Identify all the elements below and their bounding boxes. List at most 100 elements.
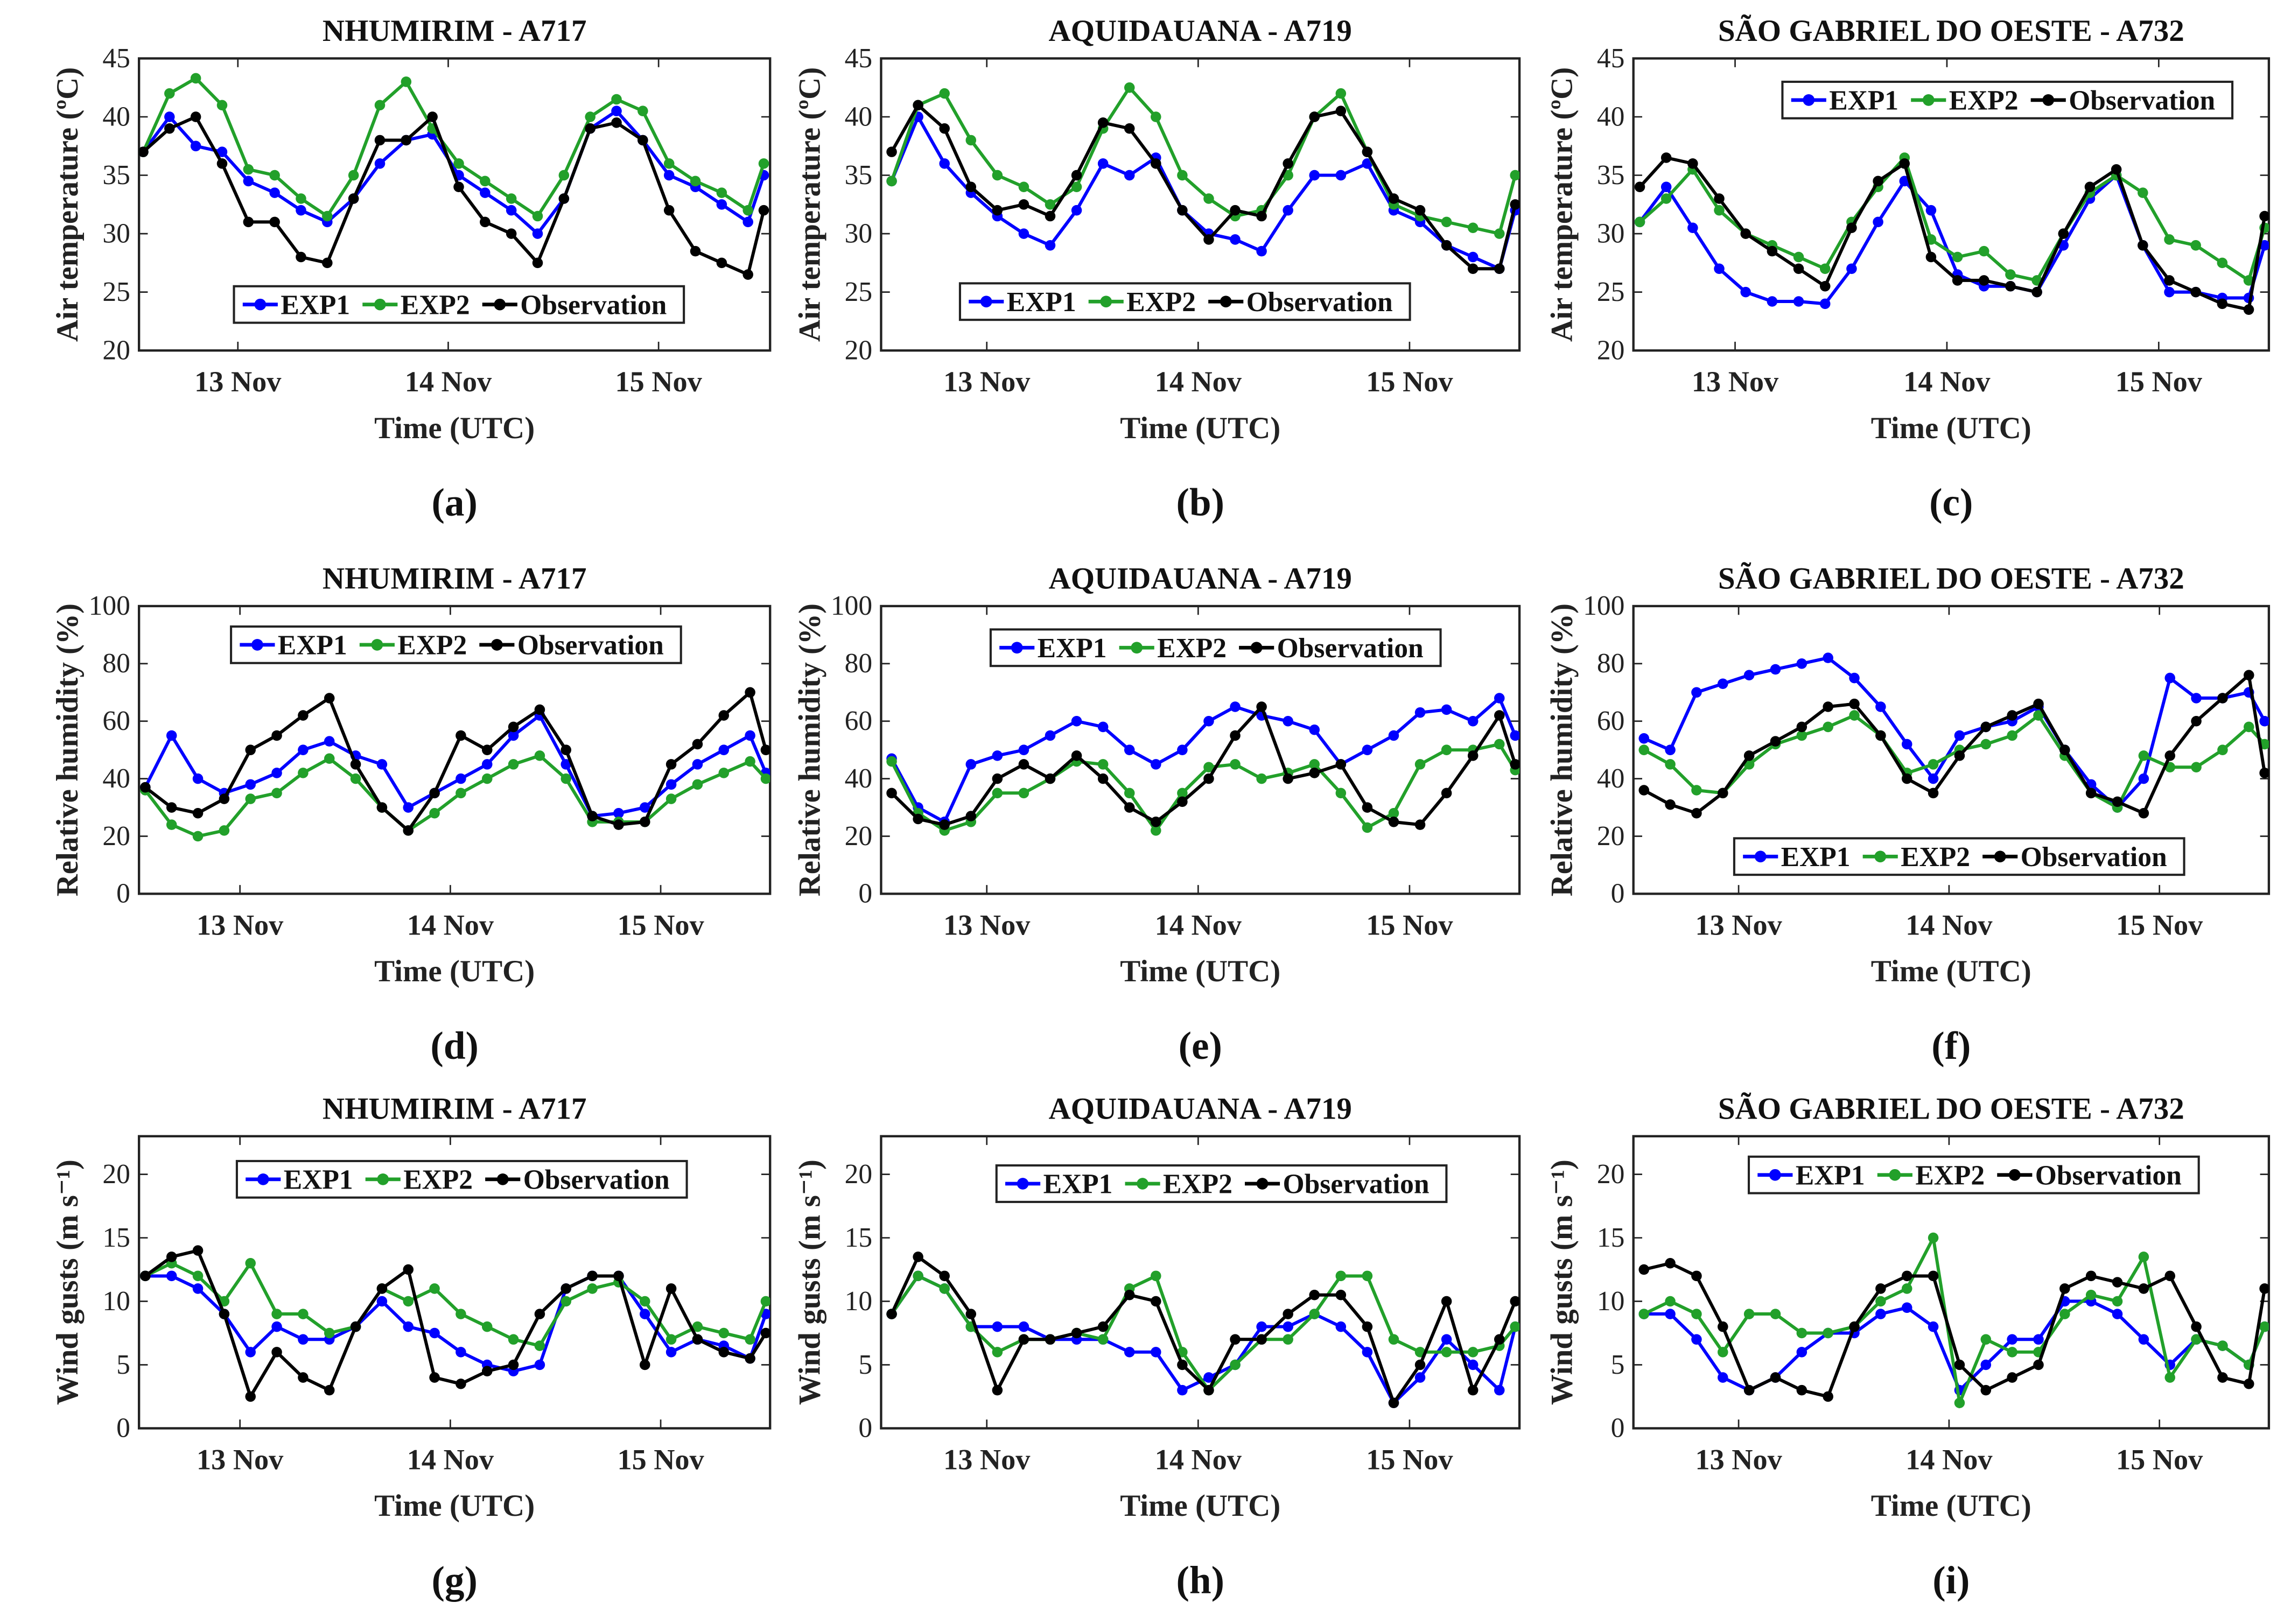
data-point-exp2 bbox=[534, 1340, 545, 1351]
data-point-observation bbox=[480, 216, 491, 228]
data-point-exp1 bbox=[1743, 670, 1755, 680]
data-point-exp2 bbox=[192, 1270, 204, 1282]
data-point-exp1 bbox=[1018, 228, 1029, 239]
data-point-observation bbox=[663, 205, 675, 216]
data-point-exp1 bbox=[1203, 715, 1214, 727]
data-point-observation bbox=[166, 802, 177, 813]
data-point-exp1 bbox=[1665, 744, 1676, 755]
x-axis-label: Time (UTC) bbox=[374, 1489, 535, 1523]
legend: EXP1 EXP2 Observation bbox=[989, 628, 1442, 667]
data-point-exp1 bbox=[2164, 286, 2175, 298]
panel-label: (i) bbox=[1932, 1558, 1970, 1602]
data-point-exp2 bbox=[1638, 1309, 1649, 1319]
data-point-observation bbox=[243, 216, 254, 228]
y-tick-label: 80 bbox=[102, 648, 130, 679]
data-point-exp2 bbox=[1441, 1347, 1452, 1358]
panel-label: (a) bbox=[431, 481, 477, 524]
data-point-exp1 bbox=[271, 1321, 282, 1332]
data-point-exp2 bbox=[245, 1257, 256, 1269]
data-point-exp1 bbox=[1124, 170, 1135, 181]
y-tick-label: 40 bbox=[845, 101, 873, 132]
data-point-exp2 bbox=[2138, 187, 2148, 198]
data-point-exp2 bbox=[508, 1334, 519, 1345]
data-point-observation bbox=[886, 1309, 897, 1319]
panel-label: (h) bbox=[1176, 1558, 1224, 1602]
data-point-observation bbox=[1467, 263, 1479, 274]
data-point-exp1 bbox=[1151, 1347, 1161, 1358]
data-point-observation bbox=[965, 811, 977, 821]
data-point-exp2 bbox=[2059, 1309, 2070, 1319]
data-point-observation bbox=[1718, 1321, 1728, 1332]
data-point-exp1 bbox=[965, 759, 977, 770]
x-tick-label: 13 Nov bbox=[197, 909, 284, 941]
y-axis-label: Wind gusts (m s⁻¹) bbox=[793, 1159, 826, 1405]
data-point-exp2 bbox=[2033, 710, 2044, 721]
data-point-observation bbox=[939, 1270, 950, 1282]
data-point-exp2 bbox=[992, 170, 1003, 181]
subplot-g: 0 5 10 15 20 13 Nov 14 Nov 15 Nov NHUMIRIM - A71… bbox=[51, 1092, 772, 1602]
data-point-exp2 bbox=[1796, 730, 1807, 741]
data-point-observation bbox=[1718, 788, 1728, 799]
data-point-exp2 bbox=[745, 756, 755, 767]
data-point-observation bbox=[296, 251, 306, 263]
data-point-exp2 bbox=[1718, 1347, 1728, 1358]
data-point-exp2 bbox=[1467, 1347, 1479, 1358]
data-point-exp2 bbox=[1362, 822, 1373, 833]
y-axis-label: Air temperature (ºC) bbox=[51, 67, 85, 342]
data-point-exp2 bbox=[585, 111, 595, 122]
data-point-exp1 bbox=[1441, 704, 1452, 715]
data-point-exp1 bbox=[1388, 730, 1399, 741]
data-point-observation bbox=[1283, 1309, 1293, 1319]
data-point-observation bbox=[1018, 199, 1029, 210]
legend-marker-exp1 bbox=[254, 298, 267, 311]
x-axis-label: Time (UTC) bbox=[374, 411, 535, 445]
data-point-exp2 bbox=[1283, 170, 1293, 181]
y-tick-label: 20 bbox=[102, 821, 130, 852]
legend-label-exp1: EXP1 bbox=[281, 290, 350, 320]
data-point-observation bbox=[1018, 759, 1029, 770]
data-point-observation bbox=[939, 819, 950, 830]
data-point-observation bbox=[913, 100, 923, 111]
y-tick-label: 20 bbox=[102, 335, 130, 365]
data-point-observation bbox=[298, 1372, 309, 1383]
data-point-observation bbox=[2217, 1372, 2228, 1383]
y-tick-label: 40 bbox=[1597, 101, 1625, 132]
data-point-observation bbox=[216, 158, 228, 169]
panel-label: (g) bbox=[431, 1558, 477, 1602]
data-point-observation bbox=[219, 793, 230, 804]
legend-label-exp1: EXP1 bbox=[1007, 287, 1076, 318]
data-point-observation bbox=[1687, 158, 1698, 169]
data-point-observation bbox=[1097, 773, 1109, 784]
data-point-exp1 bbox=[1362, 744, 1373, 755]
data-point-exp1 bbox=[245, 779, 256, 790]
y-tick-label: 5 bbox=[1611, 1349, 1625, 1380]
data-point-observation bbox=[2164, 275, 2175, 286]
data-point-observation bbox=[350, 759, 361, 770]
data-point-observation bbox=[322, 257, 333, 269]
data-point-observation bbox=[639, 817, 650, 827]
data-point-observation bbox=[1952, 275, 1963, 286]
series-group bbox=[1634, 152, 2269, 315]
data-point-observation bbox=[1071, 170, 1082, 181]
legend-box bbox=[233, 285, 685, 324]
data-point-observation bbox=[1388, 193, 1399, 204]
x-tick-label: 14 Nov bbox=[1905, 1443, 1993, 1475]
data-point-exp1 bbox=[216, 146, 228, 157]
data-point-observation bbox=[348, 193, 359, 204]
legend-label-exp1: EXP1 bbox=[278, 630, 347, 660]
data-point-observation bbox=[2138, 808, 2149, 819]
y-tick-label: 80 bbox=[845, 648, 873, 679]
data-point-observation bbox=[1441, 788, 1452, 799]
data-point-observation bbox=[1665, 1257, 1676, 1269]
data-point-exp1 bbox=[1177, 744, 1188, 755]
data-point-observation bbox=[453, 181, 464, 193]
subplot-title: SÃO GABRIEL DO OESTE - A732 bbox=[1718, 561, 2184, 595]
y-tick-label: 40 bbox=[102, 101, 130, 132]
data-point-observation bbox=[2084, 181, 2096, 193]
data-point-observation bbox=[481, 1366, 493, 1377]
legend-label-observation: Observation bbox=[1277, 633, 1424, 664]
data-point-observation bbox=[745, 687, 755, 698]
legend-marker-exp1 bbox=[1803, 94, 1815, 106]
data-point-exp2 bbox=[1665, 1296, 1676, 1307]
subplot-title: AQUIDAUANA - A719 bbox=[1049, 561, 1352, 595]
